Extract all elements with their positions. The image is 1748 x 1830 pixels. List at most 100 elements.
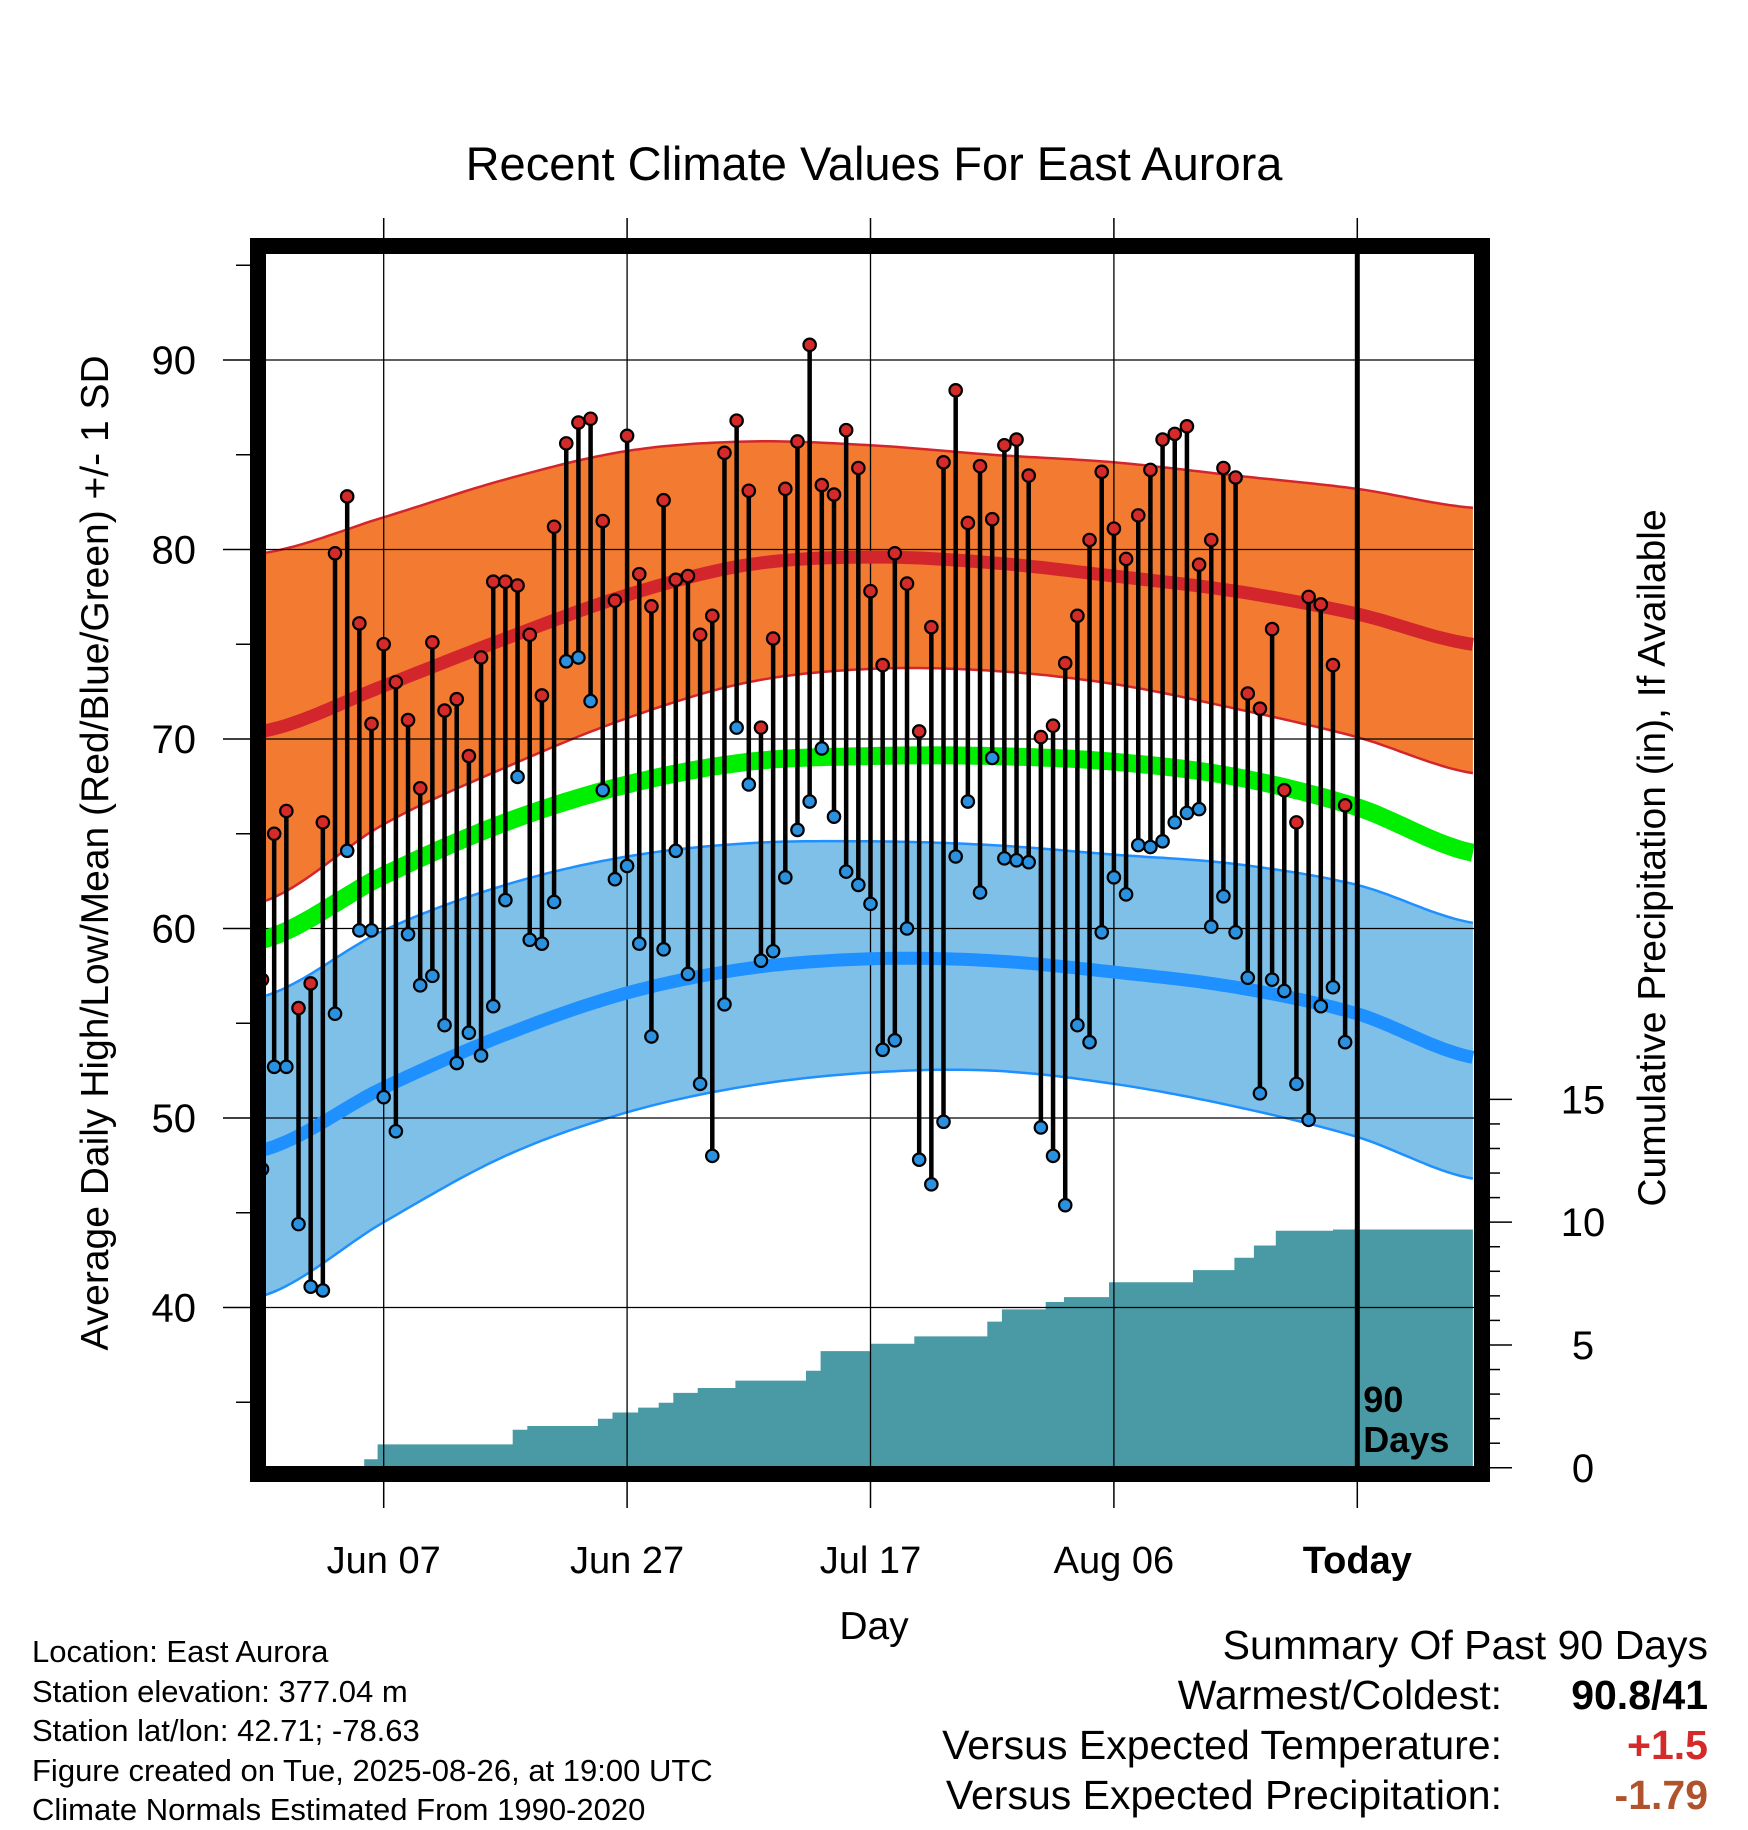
daily-low-point [571,650,586,665]
y2-tick-label: 0 [1572,1447,1594,1491]
daily-high-point [948,383,963,398]
daily-low-point [339,843,355,859]
daily-high-point [753,720,769,735]
summary-precip-row: Versus Expected Precipitation: -1.79 [942,1770,1708,1820]
daily-high-point [266,826,282,842]
daily-low-point [778,870,793,885]
daily-low-point [558,654,574,669]
daily-high-point [680,568,696,584]
chart-title: Recent Climate Values For East Aurora [466,137,1284,190]
daily-low-point [1301,1112,1316,1128]
y2-axis-label: Cumulative Precipitation (in), If Availa… [1631,509,1674,1206]
x-axis-label: Day [839,1605,909,1648]
y2-tick-label: 10 [1561,1201,1606,1245]
daily-low-point [1082,1034,1097,1050]
daily-low-point [936,1114,951,1130]
daily-high-point [1021,468,1037,483]
normals-text: Climate Normals Estimated From 1990-2020 [32,1792,646,1827]
daily-high-point [704,608,720,624]
daily-low-point [875,1042,890,1058]
daily-low-point [498,892,513,908]
y-tick-label: 80 [152,529,197,573]
daily-high-point [388,674,404,690]
daily-low-point [1045,1148,1061,1164]
daily-low-point [644,1029,659,1044]
daily-low-point [948,849,963,864]
daily-low-point [327,1006,343,1022]
daily-high-point [1155,432,1170,447]
daily-high-point [327,545,343,561]
daily-high-point [826,487,842,502]
daily-low-point [425,968,440,984]
daily-high-point [1337,798,1353,813]
daily-high-point [875,657,890,673]
daily-low-point [1070,1017,1085,1033]
normal-high-line [260,550,1474,738]
daily-high-point [887,545,903,561]
daily-low-point [376,1089,391,1105]
y-tick-label: 40 [152,1287,197,1331]
summary-warmest-row: Warmest/Coldest: 90.8/41 [942,1670,1708,1720]
daily-low-point [838,864,854,879]
daily-low-point [1057,1197,1073,1213]
daily-high-point [364,716,379,732]
precipitation-area [262,1229,1473,1469]
x-tick-label: Aug 06 [1054,1540,1174,1582]
daily-high-point [1203,532,1219,548]
y-tick-label: 90 [152,339,197,383]
daily-high-point [1167,426,1183,442]
axes: 40 50 60 70 80 90 0 5 10 15 Jun 07 Jun 27 Jul 17 Aug … [152,218,1606,1582]
daily-high-point [279,803,294,819]
daily-high-point [924,619,939,635]
summary-temp-row: Versus Expected Temperature: +1.5 [942,1720,1708,1770]
daily-high-point [717,445,732,461]
daily-high-point [741,483,757,499]
daily-high-point [1130,508,1146,523]
daily-low-point [1155,834,1170,849]
daily-high-point [838,422,854,438]
daily-high-point [619,428,635,444]
daily-low-point [546,894,562,910]
location-text: Location: East Aurora [32,1634,329,1669]
daily-low-point [1094,924,1110,940]
daily-high-point [1276,782,1292,798]
daily-high-point [960,515,976,531]
marker-label-line-2: Days [1363,1419,1449,1460]
daily-high-point [656,492,671,508]
daily-low-point [729,720,744,735]
daily-high-point [498,574,513,590]
daily-high-point [534,688,550,703]
daily-low-point [960,794,976,809]
daily-high-point [1009,432,1024,447]
daily-range-stems [259,344,1348,1291]
daily-low-point [1021,854,1037,870]
daily-low-point [279,1059,294,1075]
daily-low-point [619,858,635,874]
plot-frame [250,238,1490,1482]
daily-low-point [400,926,416,942]
temp-label: Versus Expected Temperature: [942,1722,1502,1768]
daily-high-point [692,627,708,643]
warmest-value: 90.8/41 [1571,1672,1708,1718]
daily-high-point [1216,460,1231,476]
daily-low-point [765,943,781,959]
daily-low-point [473,1048,489,1063]
temp-value: +1.5 [1627,1722,1708,1768]
daily-high-point [352,616,367,631]
daily-high-point [595,513,611,529]
daily-low-point [291,1216,306,1232]
daily-low-point [692,1076,708,1092]
daily-low-point [1009,852,1024,868]
daily-low-point [437,1017,452,1033]
daily-high-point [1143,462,1158,478]
daily-low-point [303,1279,318,1294]
daily-high-point [1179,419,1195,434]
low-sd-lower-edge [261,1068,1474,1298]
daily-low-point [510,769,525,785]
daily-low-point [1252,1086,1268,1101]
created-text: Figure created on Tue, 2025-08-26, at 19… [32,1752,713,1788]
daily-high-point [546,519,562,535]
daily-high-point [1228,470,1243,485]
daily-low-point [315,1283,331,1298]
daily-high-point [863,583,878,599]
